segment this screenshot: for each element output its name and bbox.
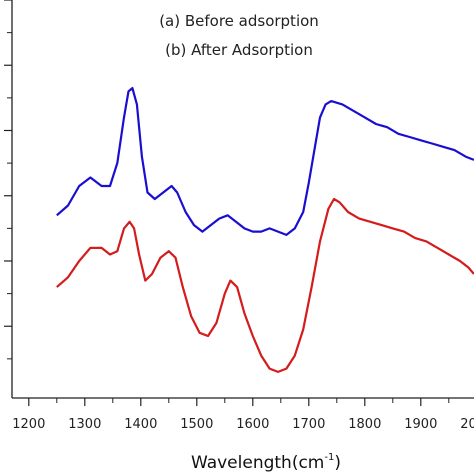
x-tick-label: 1900 [404,417,437,432]
x-tick-label: 1700 [292,417,325,432]
x-axis-title: Wavelength(cm-1) [191,452,341,473]
legend-entry-a: (a) Before adsorption [159,12,319,30]
series-line-a [56,87,474,236]
x-tick-label: 1800 [348,417,381,432]
series-line-b [56,197,474,373]
x-tick-label: 1200 [12,417,45,432]
axes: 1200 1300 1400 1500 1600 1700 1800 1900 2000 [4,0,474,432]
x-tick-label: 1500 [180,417,213,432]
x-tick-label: 1600 [236,417,269,432]
x-tick-label: 1400 [124,417,157,432]
x-tick-label: 1300 [68,417,101,432]
plot-area [56,87,474,373]
legend-entry-b: (b) After Adsorption [165,41,313,59]
x-tick-label: 2000 [460,417,474,432]
